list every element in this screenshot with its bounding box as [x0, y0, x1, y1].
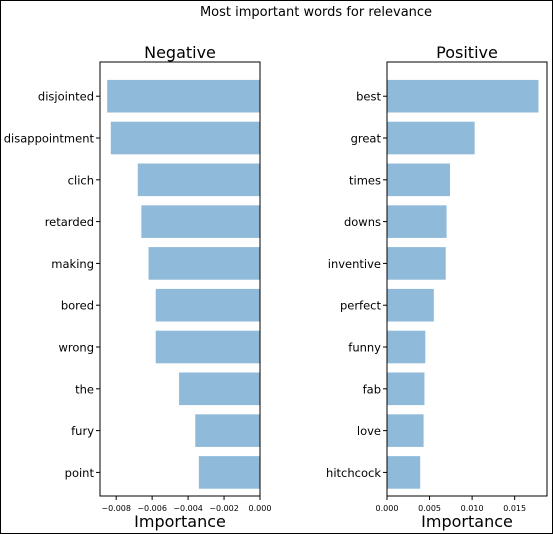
- negative-category-label-bored: bored: [61, 299, 94, 313]
- negative-bar-disappointment: [110, 121, 260, 155]
- positive-category-label-fab: fab: [363, 382, 381, 396]
- positive-chart-title: Positive: [436, 43, 498, 62]
- negative-category-label-making: making: [51, 257, 94, 271]
- negative-bar-the: [179, 372, 260, 406]
- positive-category-label-perfect: perfect: [340, 299, 382, 313]
- negative-axes-frame: [99, 61, 261, 497]
- positive-xaxis-label: Importance: [421, 512, 513, 531]
- positive-category-label-love: love: [357, 424, 381, 438]
- negative-category-label-disjointed: disjointed: [38, 90, 94, 104]
- negative-xtick-label-4: 0.000: [249, 504, 272, 513]
- negative-xtick-label-0: −0.008: [101, 504, 131, 513]
- negative-bar-clich: [137, 163, 260, 197]
- negative-bar-wrong: [155, 330, 260, 364]
- positive-bar-best: [387, 79, 539, 113]
- negative-bar-making: [148, 247, 260, 280]
- negative-bar-point: [198, 456, 260, 489]
- positive-category-label-inventive: inventive: [328, 257, 381, 271]
- positive-category-label-hitchcock: hitchcock: [326, 466, 381, 480]
- negative-xtick-label-2: −0.004: [173, 504, 203, 513]
- positive-bar-love: [387, 414, 424, 447]
- negative-bar-bored: [155, 288, 260, 322]
- positive-bar-funny: [387, 330, 426, 364]
- negative-category-label-fury: fury: [71, 424, 94, 438]
- negative-bar-retarded: [141, 205, 260, 238]
- positive-xtick-label-2: 0.010: [461, 504, 484, 513]
- negative-bar-fury: [195, 414, 260, 447]
- negative-category-label-point: point: [65, 466, 95, 480]
- positive-xtick-label-1: 0.005: [418, 504, 441, 513]
- positive-category-label-funny: funny: [348, 341, 381, 355]
- positive-bar-fab: [387, 372, 425, 406]
- positive-category-label-best: best: [356, 90, 381, 104]
- positive-bar-times: [387, 163, 450, 197]
- positive-category-label-downs: downs: [344, 215, 381, 229]
- positive-category-label-great: great: [351, 132, 382, 146]
- negative-category-label-clich: clich: [68, 173, 94, 187]
- negative-chart-title: Negative: [144, 43, 216, 62]
- positive-xtick-label-0: 0.000: [376, 504, 399, 513]
- negative-bar-disjointed: [107, 79, 260, 113]
- positive-xtick-label-3: 0.015: [503, 504, 526, 513]
- positive-bar-hitchcock: [387, 456, 421, 489]
- negative-xtick-label-3: −0.002: [209, 504, 239, 513]
- figure-suptitle: Most important words for relevance: [200, 5, 432, 20]
- positive-bar-inventive: [387, 247, 446, 280]
- negative-category-label-disappointment: disappointment: [4, 132, 95, 146]
- positive-bar-perfect: [387, 288, 434, 322]
- positive-bar-downs: [387, 205, 447, 238]
- positive-bar-great: [387, 121, 475, 155]
- negative-category-label-the: the: [75, 382, 94, 396]
- positive-axes-frame: [386, 61, 548, 497]
- negative-xaxis-label: Importance: [134, 512, 226, 531]
- positive-category-label-times: times: [349, 173, 381, 187]
- negative-xtick-label-1: −0.006: [137, 504, 167, 513]
- negative-category-label-retarded: retarded: [45, 215, 94, 229]
- negative-category-label-wrong: wrong: [58, 341, 94, 355]
